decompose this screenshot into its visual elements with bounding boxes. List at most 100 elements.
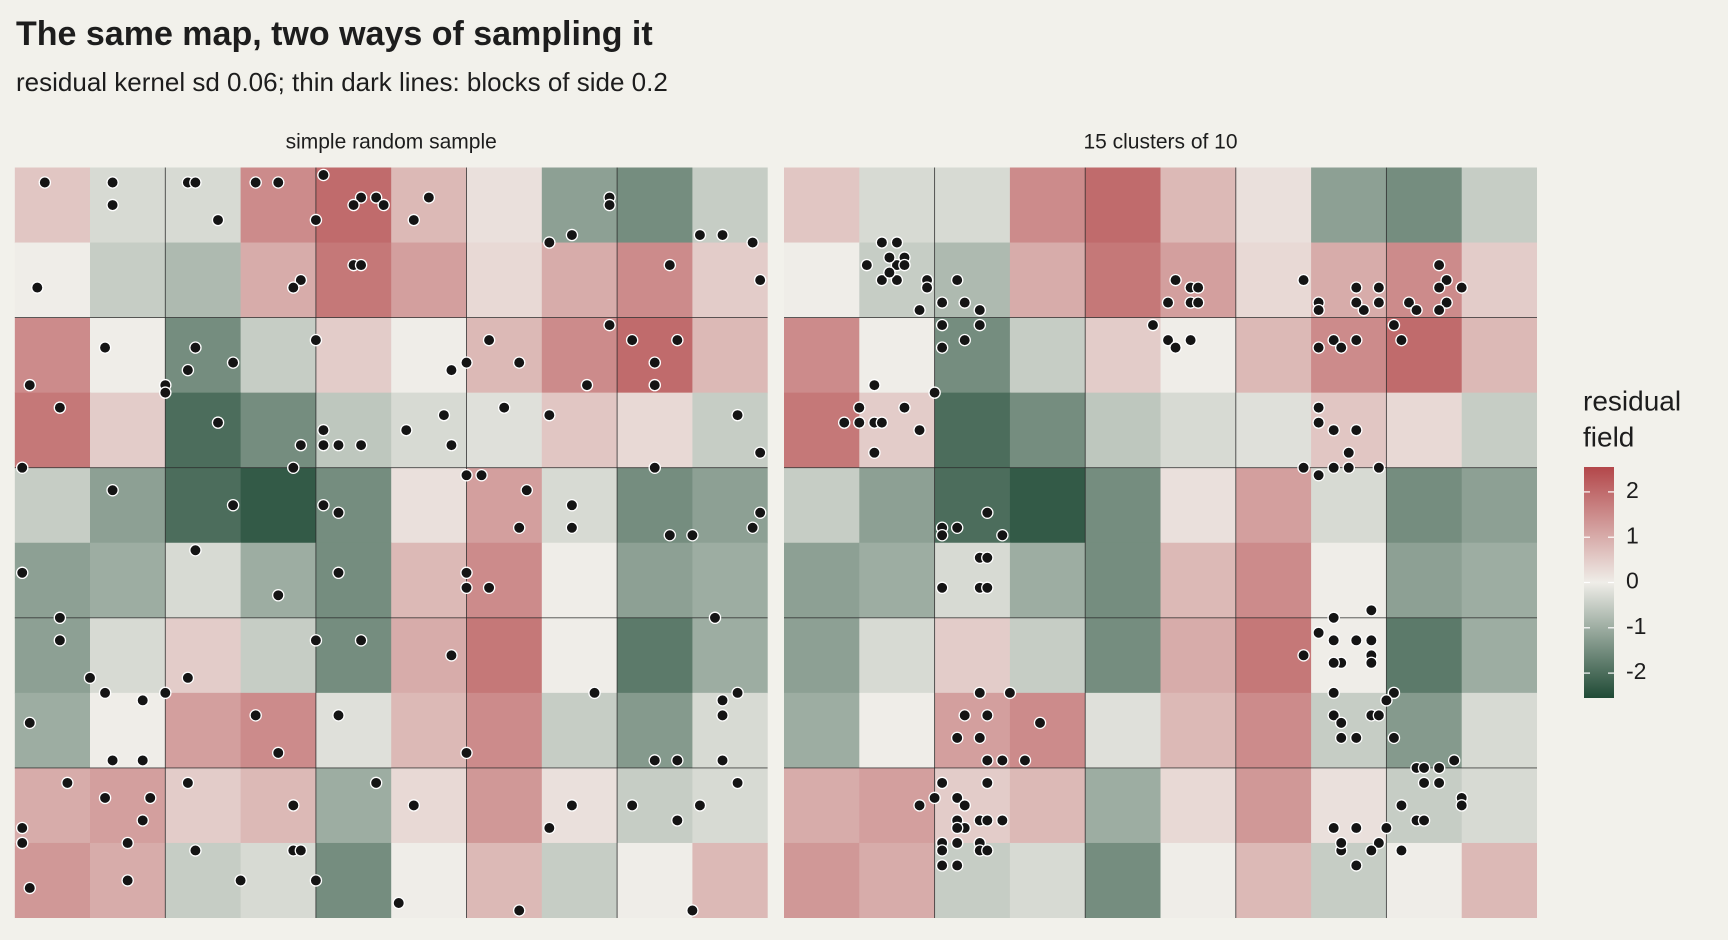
field-cell	[541, 467, 618, 544]
field-cell	[391, 542, 467, 619]
sample-point	[981, 506, 994, 519]
field-cell	[391, 692, 467, 769]
field-cell	[1085, 692, 1161, 769]
field-cell	[934, 317, 1011, 394]
sample-point	[746, 236, 759, 249]
sample-point	[716, 694, 729, 707]
field-cell	[1160, 317, 1237, 394]
sample-point	[332, 506, 345, 519]
sample-point	[121, 836, 134, 850]
panel	[784, 167, 1537, 918]
sample-point	[1312, 341, 1325, 354]
sample-point	[693, 799, 707, 812]
sample-point	[1334, 731, 1348, 745]
field-cell	[617, 542, 693, 619]
field-cell	[1160, 767, 1237, 844]
sample-point	[377, 198, 390, 212]
sample-point	[226, 356, 240, 369]
sample-point	[407, 799, 421, 812]
field-cell	[1160, 467, 1237, 544]
sample-point	[935, 318, 949, 332]
sample-point	[853, 416, 866, 429]
field-cell	[315, 542, 392, 619]
field-cell	[240, 542, 317, 619]
sample-point	[15, 836, 29, 850]
field-cell	[391, 167, 467, 244]
sample-point	[249, 176, 262, 189]
sample-point	[860, 258, 874, 272]
sample-point	[981, 844, 994, 857]
sample-point	[716, 228, 729, 242]
field-cell	[165, 167, 242, 244]
field-cell	[1009, 317, 1086, 394]
facet-title: 15 clusters of 10	[1083, 131, 1237, 154]
field-cell	[315, 242, 392, 319]
sample-point	[1380, 694, 1393, 707]
sample-point	[898, 258, 911, 272]
field-cell	[90, 617, 166, 694]
sample-point	[565, 521, 579, 534]
legend-title: residual	[1583, 385, 1681, 416]
field-cell	[1085, 242, 1161, 319]
field-cell	[1461, 842, 1537, 918]
sample-point	[512, 356, 526, 369]
sample-point	[23, 716, 37, 730]
sample-point	[392, 896, 405, 910]
field-cell	[165, 767, 242, 844]
sample-point	[189, 544, 202, 557]
field-cell	[1461, 767, 1537, 844]
field-cell	[466, 692, 543, 769]
field-cell	[859, 467, 936, 544]
field-cell	[1461, 167, 1537, 244]
field-cell	[692, 842, 768, 918]
field-cell	[165, 392, 242, 469]
field-cell	[14, 467, 91, 544]
field-cell	[1235, 167, 1312, 244]
sample-point	[1365, 844, 1378, 857]
sample-point	[565, 498, 579, 512]
field-cell	[14, 692, 91, 769]
colorbar-label: 1	[1626, 522, 1639, 548]
sample-point	[234, 874, 247, 887]
sample-point	[309, 874, 323, 887]
sample-point	[1184, 333, 1197, 347]
colorbar-label: -1	[1626, 613, 1646, 639]
field-cell	[1461, 467, 1537, 544]
field-cell	[1009, 617, 1086, 694]
sample-point	[1455, 799, 1468, 812]
colorbar-label: 2	[1626, 477, 1639, 503]
field-cell	[617, 392, 693, 469]
field-cell	[315, 617, 392, 694]
field-cell	[165, 242, 242, 319]
sample-point	[1395, 333, 1408, 347]
field-cell	[14, 617, 91, 694]
sample-point	[708, 611, 722, 625]
field-cell	[934, 392, 1011, 469]
sample-point	[445, 438, 458, 452]
sample-point	[1372, 281, 1386, 294]
field-cell	[1461, 242, 1537, 319]
sample-point	[287, 799, 300, 812]
chart-subtitle: residual kernel sd 0.06; thin dark lines…	[16, 67, 668, 97]
sample-point	[317, 498, 330, 512]
field-cell	[1085, 767, 1161, 844]
field-cell	[784, 542, 860, 619]
sample-point	[38, 176, 52, 189]
field-cell	[1311, 767, 1387, 844]
field-cell	[1461, 317, 1537, 394]
field-cell	[1235, 842, 1312, 918]
field-cell	[784, 842, 860, 918]
sample-point	[973, 318, 987, 332]
field-cell	[466, 767, 543, 844]
field-cell	[1009, 392, 1086, 469]
sample-point	[422, 191, 436, 204]
sample-point	[1191, 296, 1205, 309]
sample-point	[543, 408, 556, 422]
field-cell	[934, 167, 1011, 244]
sample-point	[693, 228, 707, 242]
field-cell	[90, 392, 166, 469]
sample-point	[512, 904, 526, 917]
sample-point	[913, 799, 926, 812]
field-cell	[466, 167, 543, 244]
